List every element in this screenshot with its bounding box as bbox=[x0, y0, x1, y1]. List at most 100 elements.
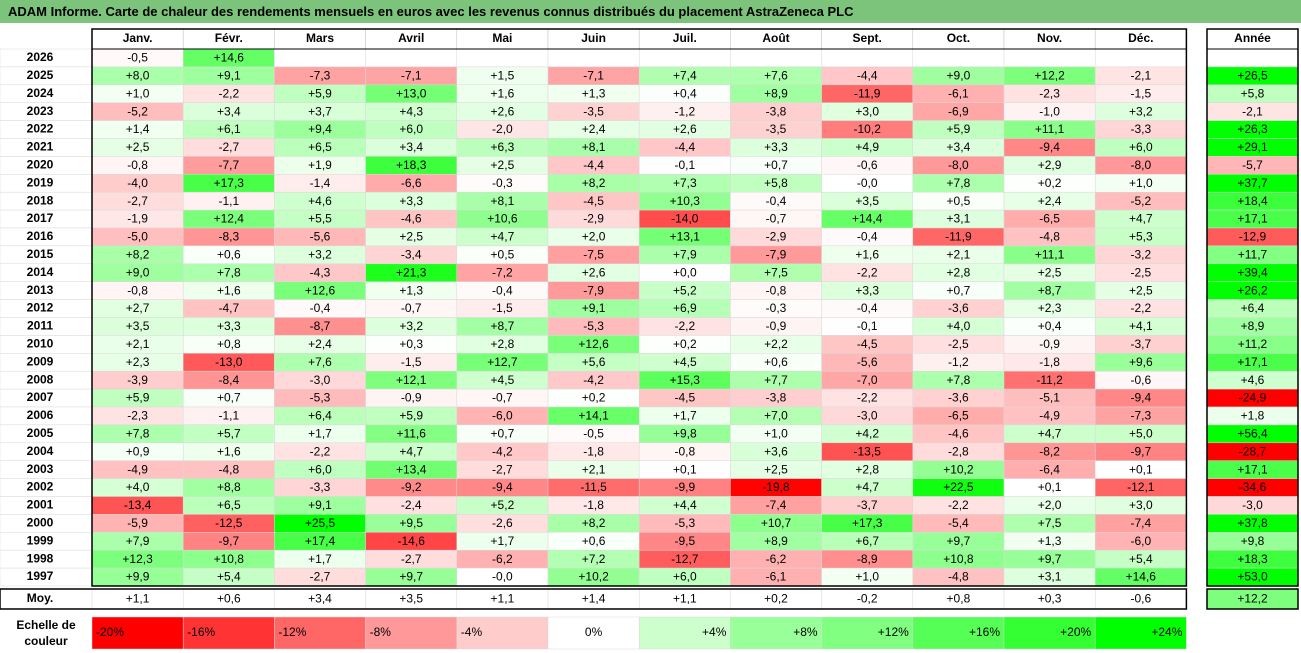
heatmap-cell-value: +4,4 bbox=[673, 498, 697, 512]
heatmap-cell-value: +5,9 bbox=[126, 391, 150, 405]
heatmap-cell-value: -11,2 bbox=[1036, 373, 1063, 387]
heatmap-cell-value: -19,8 bbox=[762, 480, 790, 494]
heatmap-cell-value: -11,5 bbox=[580, 480, 607, 494]
heatmap-cell-value: -10,2 bbox=[854, 122, 882, 136]
year-label: 2007 bbox=[27, 390, 54, 404]
average-cell-value: -0,2 bbox=[857, 592, 878, 606]
heatmap-cell-value: +5,5 bbox=[308, 212, 332, 226]
heatmap-cell-value: +2,3 bbox=[1038, 301, 1062, 315]
scale-swatch-label: +12% bbox=[878, 625, 909, 639]
heatmap-cell-value: +11,1 bbox=[1035, 122, 1065, 136]
heatmap-cell-value: +3,3 bbox=[217, 319, 241, 333]
heatmap-cell-value: +9,7 bbox=[1038, 552, 1062, 566]
year-label: 2025 bbox=[27, 68, 54, 82]
scale-swatch-label: -8% bbox=[370, 625, 392, 639]
annual-cell bbox=[1206, 48, 1299, 68]
heatmap-cell-value: -6,0 bbox=[1130, 534, 1151, 548]
scale-swatch bbox=[274, 616, 366, 650]
heatmap-cell-value: -2,7 bbox=[401, 552, 422, 566]
heatmap-cell bbox=[1003, 48, 1096, 68]
heatmap-cell-value: -0,4 bbox=[766, 194, 787, 208]
heatmap-cell-value: -4,5 bbox=[857, 337, 878, 351]
average-cell-value: +3,4 bbox=[308, 592, 332, 606]
year-label: 2012 bbox=[27, 301, 54, 315]
heatmap-cell-value: +10,3 bbox=[670, 194, 701, 208]
heatmap-cell-value: -14,6 bbox=[398, 534, 426, 548]
heatmap-cell-value: +8,2 bbox=[126, 248, 150, 262]
heatmap-cell-value: +1,3 bbox=[1038, 534, 1062, 548]
heatmap-cell-value: -4,9 bbox=[1039, 409, 1060, 423]
heatmap-cell-value: +8,2 bbox=[582, 516, 606, 530]
heatmap-cell-value: -5,6 bbox=[857, 355, 878, 369]
month-header-label: Avril bbox=[398, 31, 424, 45]
heatmap-cell-value: -1,4 bbox=[310, 176, 331, 190]
heatmap-cell-value: +18,3 bbox=[396, 158, 427, 172]
heatmap-cell-value: +8,9 bbox=[764, 86, 788, 100]
heatmap-cell-value: -5,3 bbox=[583, 319, 604, 333]
heatmap-cell-value: -3,7 bbox=[1130, 337, 1151, 351]
year-label: 2014 bbox=[27, 265, 54, 279]
heatmap-cell-value: -8,7 bbox=[310, 319, 331, 333]
heatmap-cell-value: -0,3 bbox=[492, 176, 513, 190]
heatmap-cell bbox=[912, 48, 1005, 68]
heatmap-cell-value: -9,5 bbox=[674, 534, 695, 548]
heatmap-cell-value: +4,3 bbox=[399, 104, 423, 118]
heatmap-cell-value: -3,2 bbox=[1130, 248, 1151, 262]
annual-header-label: Année bbox=[1234, 31, 1271, 45]
heatmap-cell-value: +14,6 bbox=[1126, 570, 1157, 584]
heatmap-cell-value: -1,2 bbox=[674, 104, 695, 118]
scale-swatch bbox=[1003, 616, 1096, 650]
heatmap-cell-value: +15,3 bbox=[670, 373, 701, 387]
heatmap-cell-value: -0,0 bbox=[857, 176, 878, 190]
heatmap-cell-value: +2,5 bbox=[764, 462, 788, 476]
heatmap-cell-value: -2,7 bbox=[310, 570, 331, 584]
heatmap-cell-value: -4,4 bbox=[857, 69, 878, 83]
heatmap-cell-value: -2,0 bbox=[492, 122, 513, 136]
heatmap-cell-value: +8,9 bbox=[764, 534, 788, 548]
year-label: 2022 bbox=[27, 122, 54, 136]
heatmap-cell-value: -8,9 bbox=[857, 552, 878, 566]
scale-swatch bbox=[547, 616, 640, 650]
heatmap-cell-value: +9,1 bbox=[308, 498, 332, 512]
heatmap-cell bbox=[274, 48, 366, 68]
heatmap-cell-value: -2,7 bbox=[492, 462, 513, 476]
heatmap-cell-value: -6,9 bbox=[948, 104, 969, 118]
annual-border bbox=[1206, 28, 1299, 587]
scale-swatch-label: +4% bbox=[702, 625, 727, 639]
heatmap-cell-value: -2,2 bbox=[674, 319, 695, 333]
heatmap-cell-value: +2,6 bbox=[582, 265, 606, 279]
heatmap-cell-value: +2,5 bbox=[491, 158, 515, 172]
heatmap-cell-value: -1,0 bbox=[1039, 104, 1060, 118]
heatmap-cell-value: +7,2 bbox=[582, 552, 606, 566]
heatmap-cell-value: -4,3 bbox=[310, 265, 331, 279]
heatmap-cell-value: +2,5 bbox=[1129, 283, 1153, 297]
annual-cell-value: +17,1 bbox=[1237, 462, 1268, 476]
heatmap-cell-value: +8,1 bbox=[491, 194, 515, 208]
heatmap-cell-value: -0,4 bbox=[857, 230, 878, 244]
heatmap-cell-value: -4,6 bbox=[948, 427, 969, 441]
heatmap-cell-value: +4,6 bbox=[308, 194, 332, 208]
heatmap-cell-value: +22,5 bbox=[943, 480, 974, 494]
heatmap-cell-value: -4,8 bbox=[948, 570, 969, 584]
annual-cell-value: +5,8 bbox=[1241, 86, 1265, 100]
heatmap-cell bbox=[730, 48, 822, 68]
heatmap-cell-value: +7,5 bbox=[1038, 516, 1062, 530]
heatmap-cell-value: +14,1 bbox=[578, 409, 609, 423]
heatmap-cell-value: +3,6 bbox=[764, 444, 788, 458]
heatmap-cell-value: +10,2 bbox=[943, 462, 974, 476]
year-label: 2013 bbox=[27, 283, 54, 297]
heatmap-cell-value: +12,6 bbox=[578, 337, 609, 351]
heatmap-cell-value: +7,9 bbox=[673, 248, 697, 262]
heatmap-cell-value: -7,3 bbox=[310, 69, 331, 83]
grid-border bbox=[91, 28, 1188, 587]
year-label: 2019 bbox=[27, 175, 54, 189]
heatmap-cell-value: -2,2 bbox=[1130, 301, 1151, 315]
heatmap-cell-value: -4,0 bbox=[127, 176, 148, 190]
average-border bbox=[0, 588, 1188, 610]
heatmap-cell-value: -12,1 bbox=[1127, 480, 1155, 494]
heatmap-cell-value: +3,2 bbox=[1129, 104, 1153, 118]
heatmap-cell bbox=[365, 48, 458, 68]
heatmap-cell-value: -0,9 bbox=[401, 391, 422, 405]
heatmap-cell-value: -11,9 bbox=[945, 230, 972, 244]
heatmap-cell-value: +5,4 bbox=[1129, 552, 1153, 566]
